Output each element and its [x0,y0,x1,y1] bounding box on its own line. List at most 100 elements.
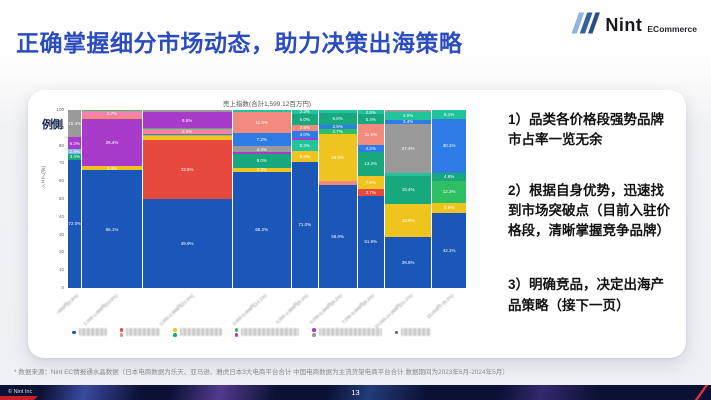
segment-value-label: 12.2% [442,189,456,195]
mekko-segment: 7.5% [357,175,385,189]
legend-dots [173,328,177,337]
mekko-segment: 26.5% [318,133,357,182]
legend-label-censored [126,328,160,337]
mekko-segment: 6.3% [291,140,318,152]
legend-item [312,328,382,337]
page-number: 13 [351,388,360,397]
segment-value-label: 8.5% [181,117,193,123]
legend-dot-salmon [119,333,123,337]
segment-value-label: 3.4% [69,154,80,160]
mekko-segment: 66.1% [82,170,142,288]
x-axis-label: 1,000-1,999円(13.9%) [82,293,119,327]
legend-label-censored [318,328,382,337]
mekko-column: 4.5% 2.4% 27.4% 15.4% 18.9% 28.5% [385,110,432,288]
mekko-segment [291,138,318,141]
mekko-column: 2.7% 26.4% 2.4% 66.1% [82,110,142,288]
mekko-column: 6.8% 2.5% 2.7% 26.5% 58.0% [318,110,357,288]
mekko-segment [385,110,432,112]
legend-dots [234,328,238,337]
x-axis-label-cell: 10,000-14,999円(11.1%) [374,290,431,329]
mekko-segment: 5.9% [432,202,467,214]
segment-value-label: 18.9% [401,217,415,223]
mekko-segment: 11.9% [232,112,291,134]
data-source-footnote: * 数据来源：Nint EC情报通水晶数据（日本电商数据为乐天、亚马逊、雅虎日本… [14,369,509,376]
legend-label-censored [78,328,107,337]
segment-value-label: 5.4% [365,116,376,122]
x-axis-label: ~999円(2.8%) [54,293,79,316]
segment-value-label: 6.0% [299,116,310,122]
segment-value-label: 3.7% [365,189,376,195]
segment-value-label: 26.4% [105,140,119,146]
segment-value-label: 2.5% [332,124,343,130]
mekko-segment [82,110,142,112]
x-axis-label: 3,000-3,999円(14.1%) [231,293,269,327]
mekko-segment [232,152,291,154]
mekko-segment: 5.8% [291,151,318,162]
mekko-segment: 28.5% [385,237,432,288]
segment-value-label: 2.5% [365,110,376,115]
copyright-text: © Nint Inc [8,389,33,395]
mekko-columns: 15.4% 6.3% 2.9% 3.4% 72.0% 2.7% 26.4% 2.4% 66.1%… [68,110,467,288]
chart-legend [72,328,492,337]
legend-dot-red [119,328,123,332]
mekko-segment: 12.2% [432,180,467,203]
mekko-segment: 7.2% [232,133,291,147]
segment-value-label: 4.0% [299,132,310,138]
mekko-segment: 58.0% [318,184,357,288]
legend-item [72,328,107,337]
x-axis-label: 2,000-2,999円(21.6%) [158,293,195,327]
insight-point-1: 1）品类各价格段强势品牌市占率一览无余 [508,112,665,148]
logo-brand-text: Nint [605,15,643,35]
segment-value-label: 28.5% [401,260,415,266]
y-tick: 20 [58,249,64,255]
mekko-segment: 15.4% [385,176,432,204]
segment-value-label: 51.9% [364,239,378,245]
segment-value-label: 26.5% [331,155,344,161]
mekko-segment: 2.5% [357,110,385,115]
x-axis-label-cell: 2,000-2,999円(21.6%) [143,290,232,327]
mekko-segment: 2.5% [318,124,357,130]
mekko-segment: 3.4% [232,146,291,153]
mekko-segment [142,136,232,140]
mekko-segment: 42.1% [432,213,467,288]
segment-value-label: 2.7% [106,111,118,116]
insight-point-2: 2）根据自身优势，迅速找到市场突破点（目前入驻价格段，清晰掌握竞争品牌） [508,182,670,239]
segment-value-label: 2.6% [181,129,193,134]
legend-label-censored [401,328,431,337]
legend-dot-darkgray [394,330,398,334]
legend-item [234,328,299,337]
segment-value-label: 30.1% [442,143,456,149]
mekko-segment: 2.2% [291,110,318,114]
page-title: 正确掌握细分市场动态，助力决策出海策略 [16,30,463,56]
segment-value-label: 11.9% [255,120,268,126]
legend-dot-purple [234,333,238,337]
segment-value-label: 8.0% [256,158,267,164]
x-axis-labels: ~999円(2.8%) 1,000-1,999円(13.9%) 2,000-2,99… [55,290,466,329]
mekko-segment [142,110,232,113]
legend-item [173,328,222,337]
legend-dot-blue [72,330,76,334]
segment-value-label: 6.3% [69,140,80,146]
mekko-segment: 3.8% [291,124,318,132]
legend-dots [312,328,316,337]
logo-suffix-text: ECommerce [647,23,697,34]
mekko-segment [142,135,232,137]
chart-overlay-label: 例側 [42,119,63,131]
mekko-segment: 11.6% [357,124,385,145]
mekko-segment: 8.5% [142,112,232,128]
mekko-segment: 6.8% [318,112,357,125]
mekko-segment [385,172,432,177]
segment-value-label: 2.4% [106,166,118,171]
nint-logo: Nint ECommerce [570,12,697,34]
mekko-segment: 2.4% [82,166,142,171]
mekko-segment: 5.4% [357,114,385,125]
mekko-column: 15.4% 6.3% 2.9% 3.4% 72.0% [68,110,82,288]
y-tick: 90 [58,124,64,130]
mekko-segment: 4.2% [357,144,385,153]
segment-value-label: 5.8% [299,153,310,159]
mekko-segment [318,181,357,185]
segment-value-label: 5.9% [443,205,455,211]
segment-value-label: 3.4% [256,146,267,152]
mekko-column: 2.5% 5.4% 11.6% 4.2% 13.2% 7.5% 3.7% 51.9% [357,110,385,288]
mekko-segment: 2.4% [385,119,432,124]
